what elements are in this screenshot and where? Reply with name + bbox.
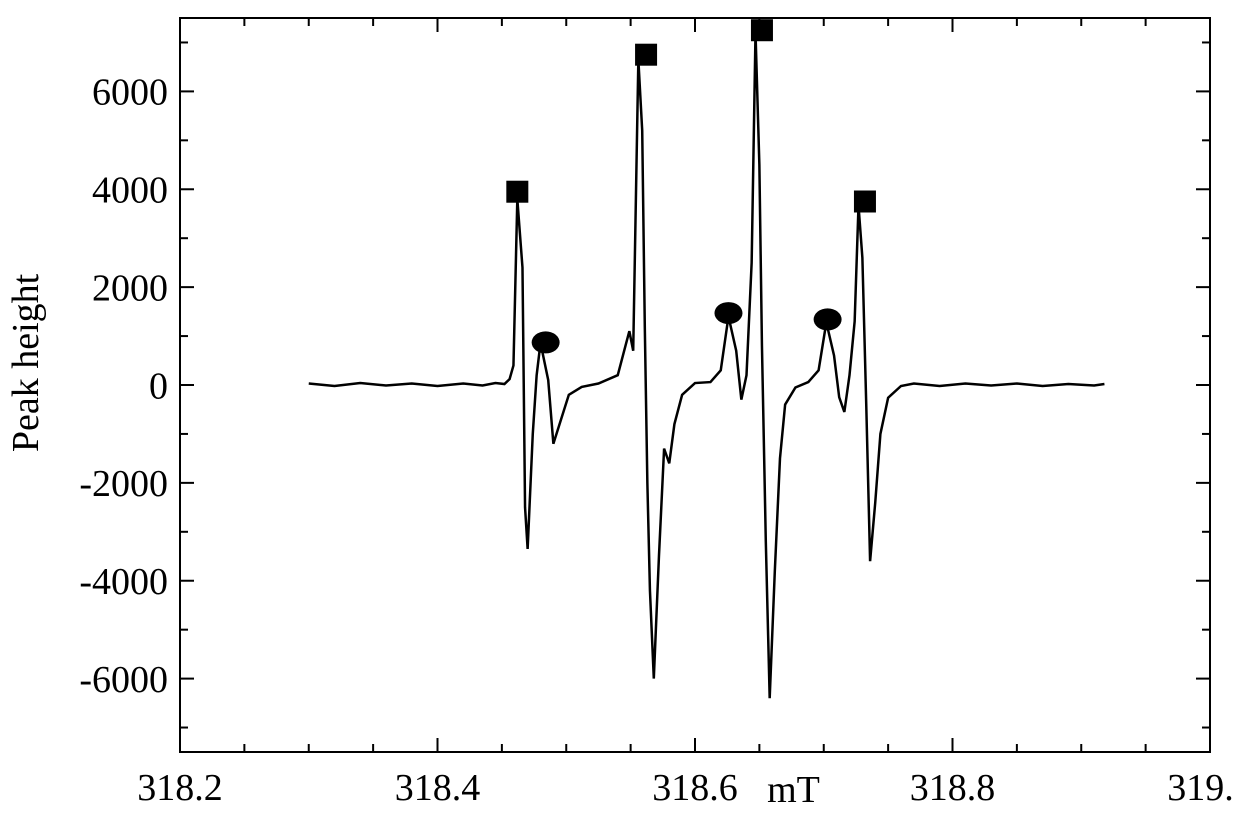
x-axis-label: mT bbox=[767, 769, 820, 811]
y-tick-label: -6000 bbox=[79, 659, 168, 701]
x-tick-label: 318.6 bbox=[652, 767, 738, 809]
x-tick-label: 318.2 bbox=[137, 767, 223, 809]
chart-svg: 318.2 318.4 318.6 318.8 319.0 mT -6000 -4000 -20… bbox=[0, 0, 1235, 838]
y-tick-label: 0 bbox=[149, 365, 168, 407]
y-tick-label: 2000 bbox=[92, 267, 168, 309]
circle-marker bbox=[814, 308, 842, 330]
square-marker bbox=[854, 191, 876, 213]
square-marker bbox=[751, 19, 773, 41]
square-marker bbox=[506, 181, 528, 203]
y-tick-label: 4000 bbox=[92, 170, 168, 212]
x-tick-label: 318.8 bbox=[910, 767, 996, 809]
x-tick-label: 318.4 bbox=[395, 767, 481, 809]
x-tick-label: 319.0 bbox=[1167, 767, 1235, 809]
circle-marker bbox=[714, 302, 742, 324]
circle-marker bbox=[532, 331, 560, 353]
y-axis-label: Peak height bbox=[5, 273, 47, 452]
y-tick-label: 6000 bbox=[92, 72, 168, 114]
esr-spectrum-chart: 318.2 318.4 318.6 318.8 319.0 mT -6000 -4000 -20… bbox=[0, 0, 1235, 838]
spectrum-trace bbox=[309, 33, 1105, 698]
y-tick-label: -2000 bbox=[79, 463, 168, 505]
square-marker bbox=[635, 44, 657, 66]
y-tick-label: -4000 bbox=[79, 561, 168, 603]
